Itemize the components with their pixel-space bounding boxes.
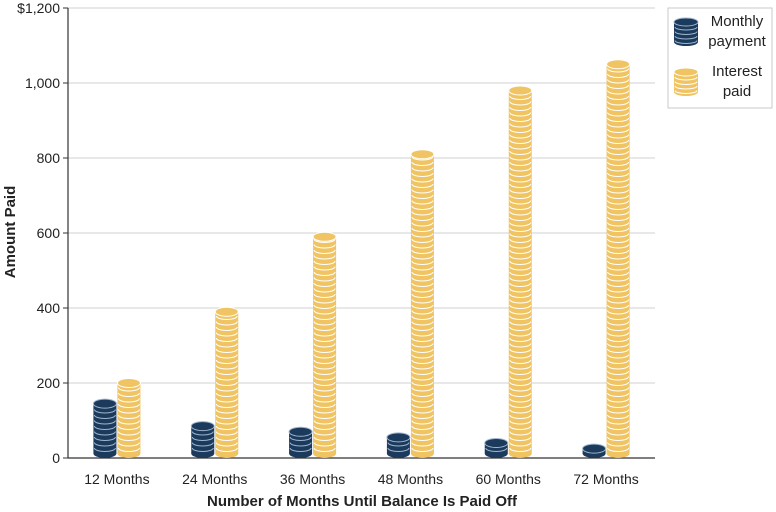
y-tick-label: 800 (37, 150, 61, 166)
axes (63, 7, 655, 459)
interest-paid-bar (312, 231, 337, 458)
monthly-payment-bar (582, 443, 607, 458)
interest-paid-bar (508, 85, 533, 458)
monthly-payment-bar (92, 398, 117, 458)
interest-paid-bar (410, 149, 435, 458)
x-tick-label: 60 Months (476, 471, 541, 487)
legend-label: paid (723, 83, 751, 100)
legend-item-monthly-payment: Monthly payment (673, 13, 767, 50)
monthly-payment-bar (288, 426, 313, 458)
interest-paid-bar (214, 306, 239, 458)
x-tick-label: 24 Months (182, 471, 247, 487)
interest-paid-bar (116, 378, 141, 458)
y-axis-title: Amount Paid (2, 186, 19, 279)
monthly-payment-bar (386, 432, 411, 458)
gridlines (68, 7, 655, 459)
y-tick-label: 600 (37, 225, 61, 241)
y-tick-label: $1,200 (17, 0, 60, 16)
legend-label: Interest (712, 63, 763, 80)
y-tick-label: 200 (37, 375, 61, 391)
bars (92, 59, 631, 458)
y-tick-label: 400 (37, 300, 61, 316)
x-tick-label: 36 Months (280, 471, 345, 487)
x-tick-label: 72 Months (573, 471, 638, 487)
legend: Monthly payment Interest paid (667, 7, 773, 109)
y-tick-label: 1,000 (25, 75, 60, 91)
legend-item-interest-paid: Interest paid (673, 63, 763, 100)
monthly-payment-bar (484, 438, 509, 458)
x-tick-label: 48 Months (378, 471, 443, 487)
tick-labels: 0 200 400 600 800 1,000 $1,200 12 Months 24 Mont… (17, 0, 639, 487)
legend-items: Monthly payment Interest paid (673, 13, 767, 100)
x-axis-title: Number of Months Until Balance Is Paid O… (207, 493, 518, 510)
interest-paid-bar (606, 59, 631, 458)
legend-label: Monthly (711, 13, 764, 30)
x-tick-label: 12 Months (84, 471, 149, 487)
monthly-payment-bar (190, 421, 215, 458)
y-tick-label: 0 (52, 450, 60, 466)
legend-label: payment (708, 33, 766, 50)
